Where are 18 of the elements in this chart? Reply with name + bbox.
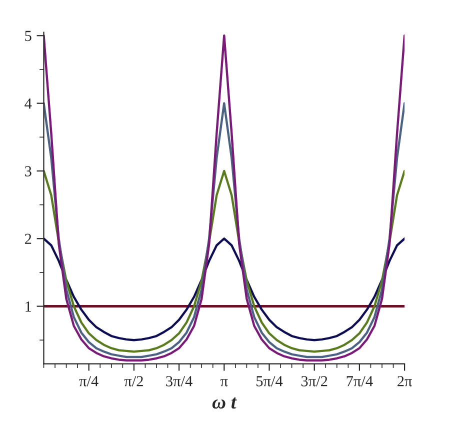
line-series [44,34,405,362]
line-series [44,170,405,353]
line-series [44,102,405,358]
y-tick-label: 4 [24,98,32,109]
x-tick-label: 2π [398,376,412,386]
x-tick-label: 7π/4 [346,376,373,386]
y-tick-label: 2 [24,234,32,244]
x-tick-label: 3π/2 [301,376,328,386]
x-tick-label: π [220,379,228,386]
y-tick-label: 1 [26,301,32,312]
x-tick-label: 5π/4 [256,376,283,386]
y-tick-label: 5 [25,30,32,42]
x-axis-title: ω t [212,398,237,409]
line-series [44,238,405,342]
y-tick-label: 3 [25,166,32,176]
x-tick-label: π/2 [124,376,143,386]
x-tick-label: π/4 [79,376,98,386]
x-tick-label: 3π/4 [166,376,192,386]
